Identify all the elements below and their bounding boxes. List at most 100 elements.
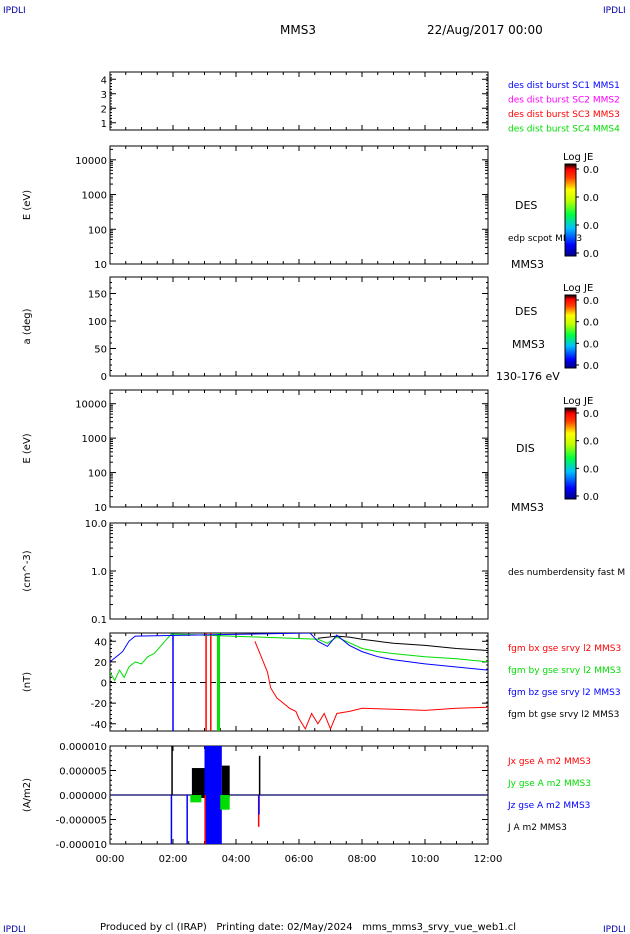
y-tick-label: 1.0	[91, 567, 107, 578]
panel-density: 0.1 1.0 10.0 (cm^-3) des numberdensity fast …	[22, 519, 625, 626]
y-tick-label: 3	[101, 90, 107, 101]
colorbar-tick-label: 0.0	[583, 221, 599, 232]
colorbar-tick-label: 0.0	[583, 361, 599, 372]
y-tick-label: 20	[94, 658, 107, 669]
x-tick-label: 10:00	[411, 854, 440, 865]
y-tick-label: 1000	[82, 434, 107, 445]
colorbar-tick-label: 0.0	[583, 296, 599, 307]
colorbar-tick-label: 0.0	[583, 437, 599, 448]
y-tick-label: 10.0	[85, 519, 107, 530]
colorbar	[564, 294, 577, 369]
right-label: 130-176 eV	[496, 370, 560, 383]
x-tick-label: 12:00	[474, 854, 503, 865]
y-tick-label: 0	[101, 679, 107, 690]
y-axis-label: a (deg)	[22, 308, 33, 344]
colorbar-title: Log JE	[563, 152, 593, 163]
right-label: edp scpot MMS3	[508, 234, 582, 244]
y-tick-label: 1000	[82, 191, 107, 202]
y-tick-label: -0.000005	[56, 816, 107, 827]
panel-frame	[109, 632, 489, 732]
panel-des-energy: 10 100 1000 10000 E (eV) DES edp scpot MMS3 MMS…	[22, 145, 599, 271]
y-tick-label: 50	[94, 345, 107, 356]
x-tick-label: 08:00	[348, 854, 377, 865]
y-axis-label: E (eV)	[22, 433, 33, 463]
burst-region	[191, 768, 205, 798]
y-tick-label: 100	[88, 469, 107, 480]
right-label: DIS	[516, 442, 535, 455]
y-axis-label: (nT)	[22, 672, 33, 692]
x-tick-label: 06:00	[285, 854, 314, 865]
colorbar-tick-label: 0.0	[583, 339, 599, 350]
burst-region	[204, 746, 222, 844]
y-tick-label: 4	[101, 75, 107, 86]
colorbar	[564, 163, 577, 257]
data-group	[110, 633, 488, 731]
legend-entry: des dist burst SC2 MMS2	[508, 96, 620, 106]
panels-group: 1 2 3 4 des dist burst SC1 MMS1 des dist burs…	[22, 71, 625, 865]
colorbar	[564, 407, 577, 500]
legend-entry: des dist burst SC1 MMS1	[508, 81, 620, 91]
legend-entry: des numberdensity fast M	[508, 568, 625, 578]
colorbar-title: Log JE	[563, 396, 593, 407]
legend-entry: J A m2 MMS3	[507, 823, 567, 833]
legend-entry: Jy gse A m2 MMS3	[507, 779, 591, 789]
corner-label-br: IPDLI	[603, 925, 626, 934]
y-axis-label: (A/m2)	[22, 778, 33, 812]
y-tick-label: 150	[88, 290, 107, 301]
legend-entry: fgm bx gse srvy l2 MMS3	[508, 644, 621, 654]
right-label: MMS3	[511, 258, 544, 271]
y-tick-label: 10000	[75, 156, 107, 167]
x-tick-label: 04:00	[222, 854, 251, 865]
right-label: DES	[515, 199, 537, 212]
corner-label-tl: IPDLI	[3, 6, 26, 16]
burst-region	[220, 795, 230, 810]
legend-entry: des dist burst SC4 MMS4	[508, 125, 620, 135]
series-line	[317, 635, 488, 651]
series-line	[110, 633, 488, 671]
colorbar-tick-label: 0.0	[583, 249, 599, 260]
y-tick-label: 0.000005	[59, 767, 107, 778]
corner-label-bl: IPDLI	[3, 925, 26, 934]
burst-region	[190, 795, 202, 803]
panel-frame	[109, 145, 489, 265]
y-tick-label: 0	[101, 372, 107, 383]
y-axis-label: E (eV)	[22, 190, 33, 220]
panel-fgm: -40 -20 0 20 40 (nT) fgm bx gse srvy l2 MMS3 fg…	[22, 632, 621, 732]
colorbar-title: Log JE	[563, 283, 593, 294]
legend-entry: Jz gse A m2 MMS3	[507, 801, 590, 811]
mission-title: MMS3	[280, 23, 316, 37]
y-tick-label: 100	[88, 317, 107, 328]
legend-entry: des dist burst SC3 MMS3	[508, 110, 620, 120]
colorbar-tick-label: 0.0	[583, 464, 599, 475]
corner-label-tr: IPDLI	[603, 6, 626, 16]
colorbar-tick-label: 0.0	[583, 409, 599, 420]
colorbar-tick-label: 0.0	[583, 165, 599, 176]
y-axis-label: (cm^-3)	[22, 550, 33, 591]
right-label: MMS3	[512, 338, 545, 351]
panel-sc-burst: 1 2 3 4 des dist burst SC1 MMS1 des dist burs…	[101, 71, 620, 135]
legend-entry: Jx gse A m2 MMS3	[507, 757, 591, 767]
burst-region	[221, 765, 230, 798]
legend-entry: fgm bt gse srvy l2 MMS3	[508, 710, 619, 720]
data-group	[110, 746, 488, 844]
y-tick-label: 0.000010	[59, 742, 107, 753]
x-tick-label: 00:00	[96, 854, 125, 865]
y-tick-label: -20	[91, 699, 107, 710]
series-line	[254, 641, 488, 731]
right-label: MMS3	[511, 501, 544, 514]
datetime-title: 22/Aug/2017 00:00	[427, 23, 543, 37]
y-tick-label: 100	[88, 225, 107, 236]
y-tick-label: 10	[94, 503, 107, 514]
y-tick-label: 1	[101, 119, 107, 130]
panel-frame	[109, 276, 489, 377]
y-tick-label: -40	[91, 720, 107, 731]
y-tick-label: 0.000000	[59, 791, 107, 802]
legend-entry: fgm by gse srvy l2 MMS3	[508, 666, 621, 676]
panel-dis-energy: 10 100 1000 10000 E (eV) DIS MMS3 Log JE 0.0 0.0 0…	[22, 389, 599, 514]
footer-text: Produced by cl (IRAP) Printing date: 02/…	[100, 922, 516, 933]
y-tick-label: 40	[94, 637, 107, 648]
panel-current: -0.000010 -0.000005 0.000000 0.000005 0.0000…	[22, 742, 591, 865]
colorbar-tick-label: 0.0	[583, 318, 599, 329]
y-tick-label: 2	[101, 104, 107, 115]
panel-frame	[109, 71, 489, 131]
